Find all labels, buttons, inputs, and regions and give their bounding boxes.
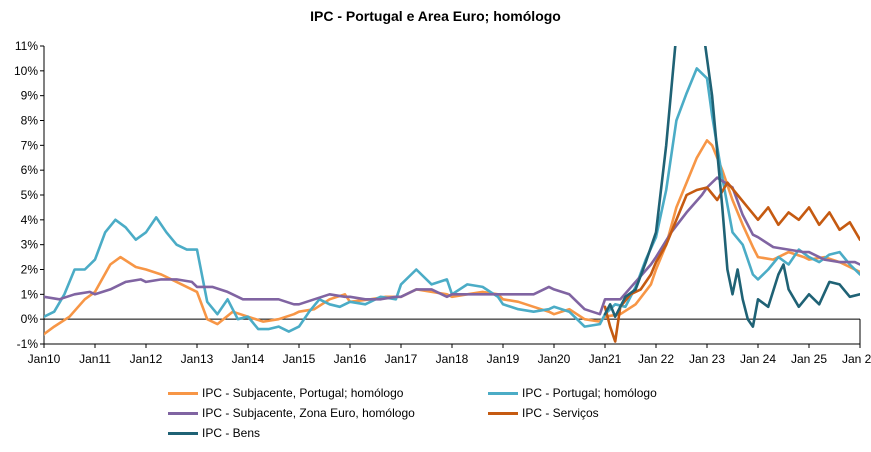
- x-tick-label: Jan18: [436, 352, 469, 366]
- y-tick-label: 8%: [21, 114, 39, 128]
- legend-label: IPC - Portugal; homólogo: [522, 386, 657, 400]
- x-tick-label: Jan 24: [740, 352, 776, 366]
- x-tick-label: Jan16: [334, 352, 367, 366]
- y-tick-label: 9%: [21, 89, 39, 103]
- legend-label: IPC - Serviços: [522, 406, 599, 420]
- legend-label: IPC - Subjacente, Zona Euro, homólogo: [202, 406, 415, 420]
- y-tick-label: 3%: [21, 238, 39, 252]
- x-tick-label: Jan10: [28, 352, 61, 366]
- y-tick-label: 2%: [21, 263, 39, 277]
- legend-label: IPC - Subjacente, Portugal; homólogo: [202, 386, 404, 400]
- x-tick-label: Jan13: [181, 352, 214, 366]
- x-tick-label: Jan17: [385, 352, 418, 366]
- legend-swatch: [168, 391, 198, 395]
- legend-item: IPC - Subjacente, Portugal; homólogo: [168, 386, 403, 400]
- y-tick-label: 10%: [14, 64, 38, 78]
- x-tick-label: Jan 26: [842, 352, 871, 366]
- x-tick-label: Jan11: [79, 352, 111, 366]
- y-tick-label: 5%: [21, 188, 39, 202]
- legend-item: IPC - Serviços: [488, 406, 599, 420]
- legend-swatch: [488, 391, 518, 395]
- legend-swatch: [168, 431, 198, 435]
- y-tick-label: 6%: [21, 163, 39, 177]
- series-line-2: [44, 176, 860, 316]
- x-tick-label: Jan14: [232, 352, 265, 366]
- y-tick-label: 7%: [21, 138, 39, 152]
- x-tick-label: Jan 23: [689, 352, 725, 366]
- legend-label: IPC - Bens: [202, 426, 261, 440]
- series-line-0: [44, 139, 860, 336]
- legend-item: IPC - Bens: [168, 426, 260, 440]
- legend-swatch: [168, 411, 198, 415]
- y-tick-label: -1%: [17, 337, 39, 351]
- x-tick-label: Jan 22: [638, 352, 674, 366]
- x-tick-label: Jan21: [589, 352, 622, 366]
- y-tick-label: 4%: [21, 213, 39, 227]
- x-tick-label: Jan12: [130, 352, 163, 366]
- legend-item: IPC - Portugal; homólogo: [488, 386, 657, 400]
- y-tick-label: 1%: [21, 287, 39, 301]
- series-line-4: [603, 46, 860, 328]
- y-tick-label: 0%: [21, 312, 39, 326]
- legend-item: IPC - Subjacente, Zona Euro, homólogo: [168, 406, 415, 420]
- legend-swatch: [488, 411, 518, 415]
- x-tick-label: Jan15: [283, 352, 316, 366]
- y-tick-label: 11%: [15, 39, 38, 53]
- x-tick-label: Jan19: [487, 352, 520, 366]
- x-tick-label: Jan20: [538, 352, 571, 366]
- x-tick-label: Jan 25: [791, 352, 827, 366]
- series-line-3: [603, 181, 860, 343]
- chart-title: IPC - Portugal e Area Euro; homólogo: [310, 8, 561, 24]
